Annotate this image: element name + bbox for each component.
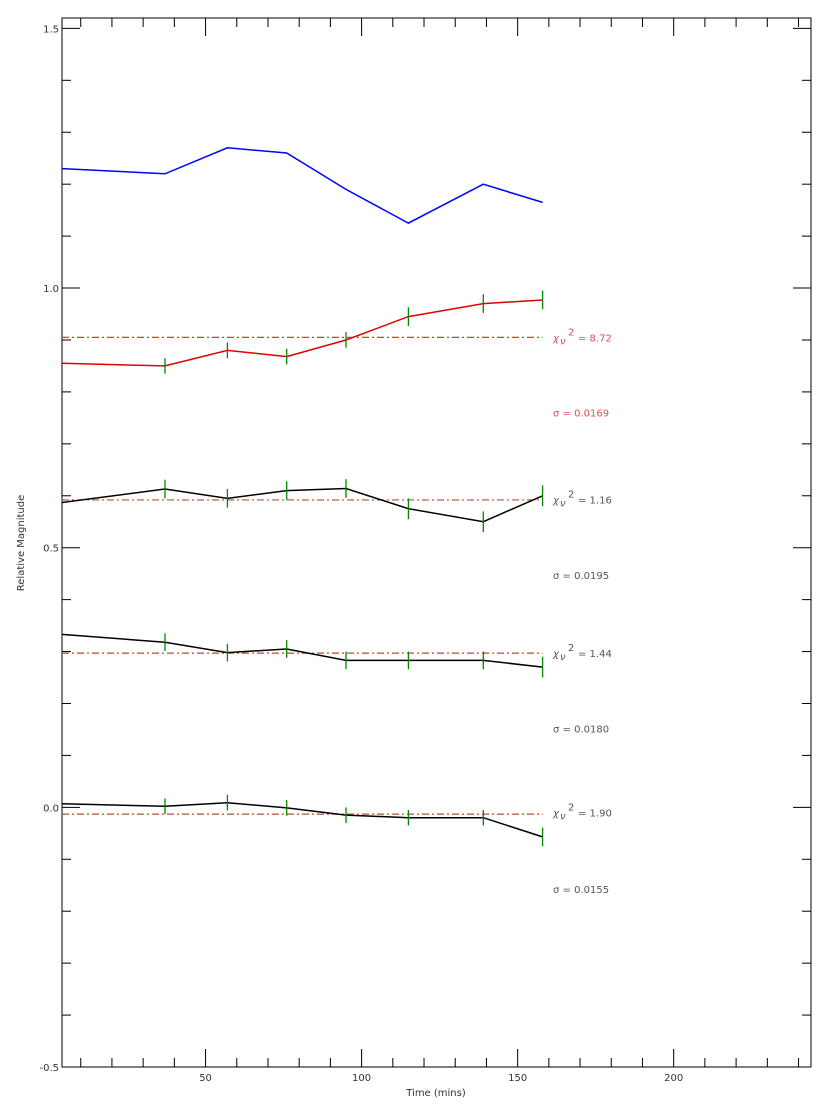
- chi-value: = 1.44: [578, 649, 612, 660]
- chi-symbol: χ: [552, 649, 560, 660]
- y-axis-title: Relative Magnitude: [16, 495, 27, 591]
- sigma-label: σ = 0.0195: [553, 571, 609, 582]
- chi-symbol: χ: [552, 495, 560, 506]
- x-tick-label: 200: [664, 1073, 683, 1084]
- reference-lines: [62, 336, 543, 815]
- y-tick-label: 1.5: [43, 24, 59, 35]
- y-tick-label: 0.0: [43, 803, 59, 814]
- error-bars: [164, 290, 544, 847]
- chi-value: = 1.90: [578, 809, 612, 820]
- series-lines: [61, 147, 543, 838]
- x-tick-label: 100: [352, 1073, 371, 1084]
- series-line-5: [61, 801, 543, 838]
- chi-subscript: ν: [560, 336, 566, 347]
- chi-square-label: χ ν2 = 1.44: [552, 643, 612, 663]
- plot-frame: [61, 17, 812, 1068]
- chi-subscript: ν: [560, 498, 566, 509]
- x-tick-label: 50: [199, 1073, 212, 1084]
- chi-square-label: χ ν2 = 1.16: [552, 489, 612, 509]
- y-tick-label: -0.5: [39, 1063, 59, 1074]
- chi-symbol: χ: [552, 333, 560, 344]
- y-tick-label: 0.5: [43, 544, 59, 555]
- sigma-label: σ = 0.0180: [553, 724, 609, 735]
- sigma-label: σ = 0.0169: [553, 409, 609, 420]
- chi-symbol: χ: [552, 809, 560, 820]
- chi-square-label: χ ν2 = 1.90: [552, 803, 612, 823]
- chi-square-label: χ ν2 = 8.72: [552, 327, 612, 347]
- chi-superscript: 2: [568, 643, 574, 654]
- tick-labels: 50 100 150 200 -0.5 0.0 0.5 1.0 1.5: [39, 24, 683, 1084]
- series-line-3: [61, 487, 543, 523]
- chi-subscript: ν: [560, 812, 566, 823]
- chi-value: = 1.16: [578, 495, 612, 506]
- sigma-label: σ = 0.0155: [553, 885, 609, 896]
- y-tick-label: 1.0: [43, 284, 59, 295]
- series-line-2: [61, 299, 543, 367]
- chi-value: = 8.72: [578, 333, 612, 344]
- chi-superscript: 2: [568, 327, 574, 338]
- chi-superscript: 2: [568, 803, 574, 814]
- axis-ticks: [62, 18, 811, 1068]
- series-line-1: [61, 147, 543, 224]
- chi-subscript: ν: [560, 652, 566, 663]
- chi-superscript: 2: [568, 489, 574, 500]
- x-tick-label: 150: [508, 1073, 527, 1084]
- x-axis-title: Time (mins): [405, 1088, 466, 1099]
- series-line-4: [61, 633, 543, 668]
